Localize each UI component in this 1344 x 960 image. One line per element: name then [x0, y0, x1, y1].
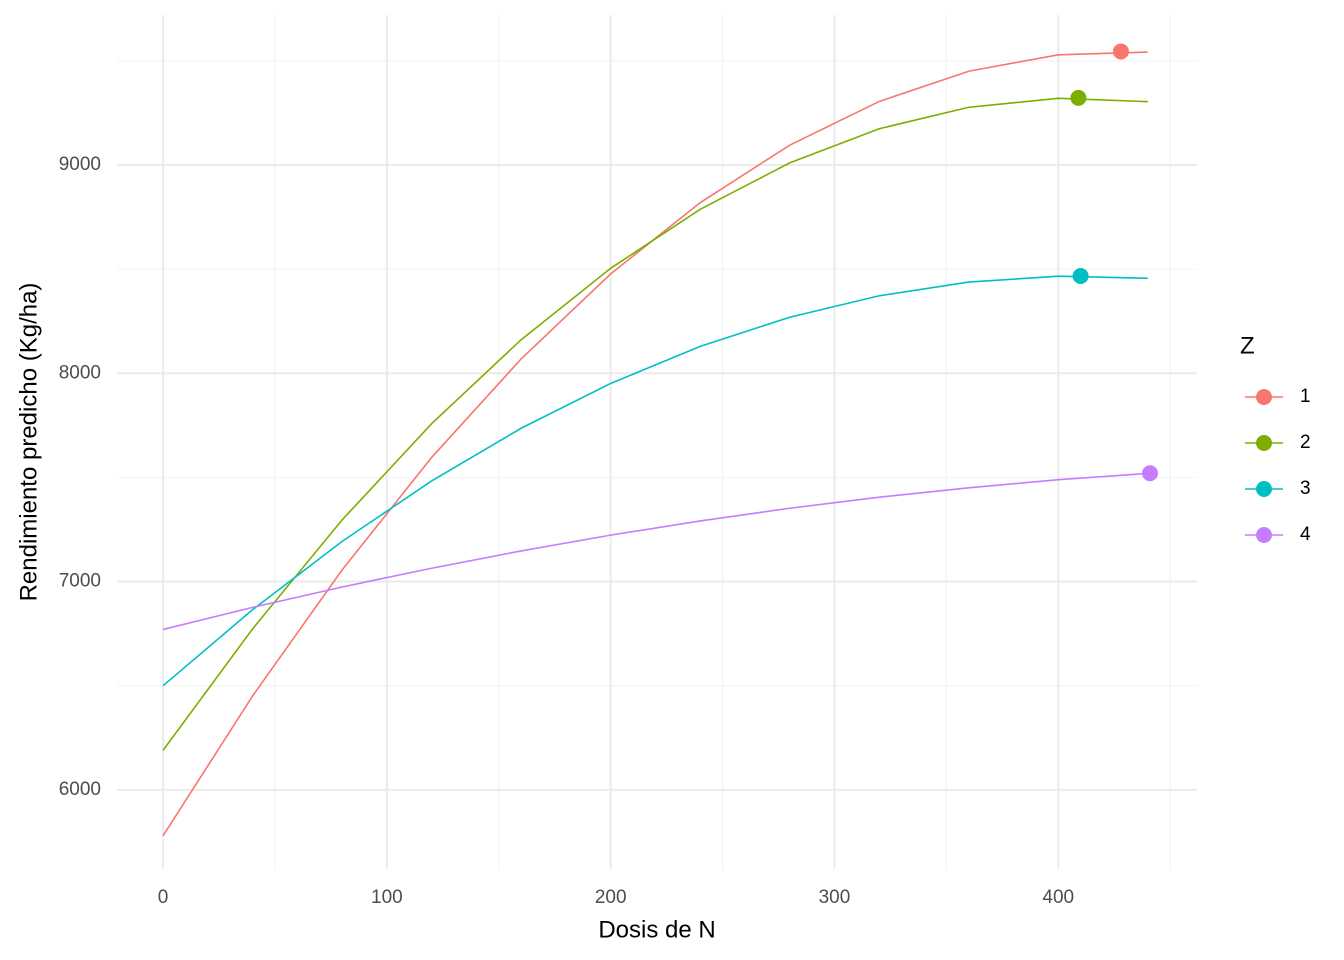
x-tick-label: 200: [595, 887, 627, 908]
series-line: [162, 97, 1148, 751]
x-tick-label: 0: [158, 887, 169, 908]
legend-label: 1: [1300, 386, 1311, 407]
legend-key-point: [1256, 435, 1272, 451]
y-tick-label: 8000: [59, 362, 101, 383]
legend-key-point: [1256, 527, 1272, 543]
legend-key-point: [1256, 481, 1272, 497]
y-tick-label: 7000: [59, 571, 101, 592]
y-axis-title: Rendimiento predicho (Kg/ha): [15, 283, 42, 602]
legend-label: 3: [1300, 478, 1311, 499]
x-tick-label: 400: [1042, 887, 1074, 908]
x-tick-label: 100: [371, 887, 403, 908]
x-tick-label: 300: [819, 887, 851, 908]
series-line: [162, 472, 1148, 631]
legend-key-point: [1256, 389, 1272, 405]
series-line: [162, 275, 1148, 687]
x-axis-title: Dosis de N: [598, 916, 715, 943]
optimum-point: [1112, 43, 1129, 60]
series-line: [162, 51, 1148, 837]
legend-label: 2: [1300, 432, 1311, 453]
optimum-point: [1142, 465, 1159, 482]
optimum-point: [1072, 267, 1089, 284]
y-tick-label: 6000: [59, 779, 101, 800]
optimum-point: [1070, 89, 1087, 106]
legend-label: 4: [1300, 524, 1311, 545]
y-tick-label: 9000: [59, 154, 101, 175]
legend-title: Z: [1240, 332, 1255, 359]
